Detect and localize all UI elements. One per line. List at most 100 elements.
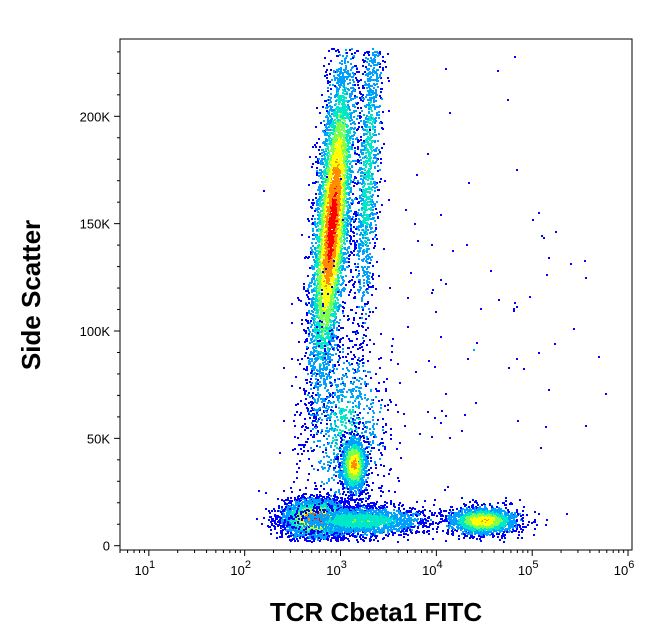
- event-dot: [336, 138, 338, 140]
- event-dot: [329, 173, 331, 175]
- event-dot: [340, 195, 342, 197]
- event-dot: [326, 376, 328, 378]
- event-dot: [344, 139, 346, 141]
- event-dot: [327, 82, 329, 84]
- event-dot: [316, 236, 318, 238]
- event-dot: [318, 324, 320, 326]
- event-dot: [340, 149, 342, 151]
- event-dot: [337, 171, 339, 173]
- event-dot: [344, 186, 346, 188]
- event-dot: [349, 168, 351, 170]
- event-dot: [315, 242, 317, 244]
- event-dot: [328, 102, 330, 104]
- event-dot: [291, 303, 293, 305]
- event-dot: [330, 60, 332, 62]
- event-dot: [309, 363, 311, 365]
- event-dot: [341, 60, 343, 62]
- event-dot: [333, 197, 335, 199]
- event-dot: [317, 290, 319, 292]
- event-dot: [317, 207, 319, 209]
- event-dot: [350, 289, 352, 291]
- event-dot: [302, 444, 304, 446]
- event-dot: [315, 287, 317, 289]
- event-dot: [349, 132, 351, 134]
- event-dot: [353, 179, 355, 181]
- event-dot: [318, 138, 320, 140]
- event-dot: [345, 214, 347, 216]
- event-dot: [325, 253, 327, 255]
- event-dot: [320, 300, 322, 302]
- event-dot: [346, 117, 348, 119]
- event-dot: [313, 417, 315, 419]
- event-dot: [337, 226, 339, 228]
- event-dot: [335, 271, 337, 273]
- event-dot: [343, 252, 345, 254]
- event-dot: [339, 180, 341, 182]
- event-dot: [317, 271, 319, 273]
- event-dot: [313, 434, 315, 436]
- event-dot: [352, 200, 354, 202]
- event-dot: [331, 176, 333, 178]
- event-dot: [330, 271, 332, 273]
- event-dot: [353, 81, 355, 83]
- event-dot: [323, 353, 325, 355]
- event-dot: [322, 214, 324, 216]
- event-dot: [340, 153, 342, 155]
- event-dot: [350, 161, 352, 163]
- event-dot: [319, 331, 321, 333]
- event-dot: [348, 211, 350, 213]
- event-dot: [308, 392, 310, 394]
- event-dot: [316, 107, 318, 109]
- event-dot: [308, 199, 310, 201]
- event-dot: [350, 224, 352, 226]
- event-dot: [324, 361, 326, 363]
- event-dot: [344, 202, 346, 204]
- event-dot: [329, 99, 331, 101]
- event-dot: [314, 304, 316, 306]
- event-dot: [350, 190, 352, 192]
- event-dot: [342, 109, 344, 111]
- event-dot: [312, 215, 314, 217]
- event-dot: [333, 157, 335, 159]
- event-dot: [316, 299, 318, 301]
- event-dot: [333, 48, 335, 50]
- event-dot: [316, 203, 318, 205]
- event-dot: [344, 58, 346, 60]
- event-dot: [354, 95, 356, 97]
- event-dot: [336, 116, 338, 118]
- event-dot: [323, 257, 325, 259]
- event-dot: [328, 298, 330, 300]
- event-dot: [344, 174, 346, 176]
- event-dot: [335, 103, 337, 105]
- event-dot: [304, 429, 306, 431]
- event-dot: [342, 288, 344, 290]
- event-dot: [358, 71, 360, 73]
- event-dot: [342, 164, 344, 166]
- event-dot: [317, 283, 319, 285]
- event-dot: [336, 347, 338, 349]
- event-dot: [334, 77, 336, 79]
- event-dot: [316, 167, 318, 169]
- event-dot: [334, 125, 336, 127]
- event-dot: [347, 173, 349, 175]
- event-dot: [323, 403, 325, 405]
- event-dot: [317, 218, 319, 220]
- event-dot: [337, 111, 339, 113]
- event-dot: [311, 382, 313, 384]
- event-dot: [326, 104, 328, 106]
- event-dot: [338, 207, 340, 209]
- event-dot: [317, 162, 319, 164]
- event-dot: [312, 222, 314, 224]
- event-dot: [346, 163, 348, 165]
- event-dot: [324, 228, 326, 230]
- event-dot: [353, 250, 355, 252]
- event-dot: [322, 223, 324, 225]
- event-dot: [326, 217, 328, 219]
- event-dot: [321, 257, 323, 259]
- event-dot: [312, 373, 314, 375]
- event-dot: [309, 156, 311, 158]
- event-dot: [339, 209, 341, 211]
- event-dot: [345, 87, 347, 89]
- event-dot: [347, 209, 349, 211]
- event-dot: [324, 318, 326, 320]
